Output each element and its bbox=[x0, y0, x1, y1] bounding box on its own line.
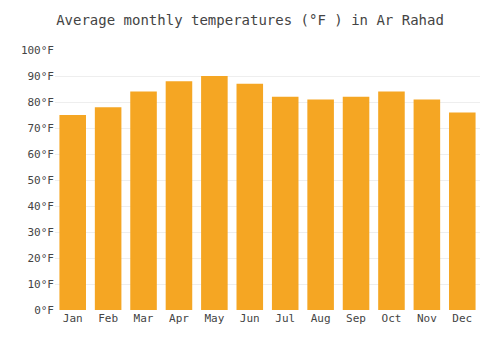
svg-text:60°F: 60°F bbox=[28, 148, 55, 161]
svg-text:10°F: 10°F bbox=[28, 278, 55, 291]
svg-text:30°F: 30°F bbox=[28, 226, 55, 239]
svg-text:Feb: Feb bbox=[98, 312, 118, 325]
svg-text:Aug: Aug bbox=[311, 312, 331, 325]
svg-text:80°F: 80°F bbox=[28, 96, 55, 109]
svg-text:May: May bbox=[204, 312, 224, 325]
svg-text:100°F: 100°F bbox=[21, 44, 54, 57]
svg-text:90°F: 90°F bbox=[28, 70, 55, 83]
svg-text:Nov: Nov bbox=[417, 312, 437, 325]
svg-text:Jan: Jan bbox=[63, 312, 83, 325]
svg-text:Sep: Sep bbox=[346, 312, 366, 325]
svg-text:Jun: Jun bbox=[240, 312, 260, 325]
svg-text:70°F: 70°F bbox=[28, 122, 55, 135]
svg-text:Mar: Mar bbox=[134, 312, 154, 325]
svg-text:Apr: Apr bbox=[169, 312, 189, 325]
svg-text:Dec: Dec bbox=[452, 312, 472, 325]
svg-text:Jul: Jul bbox=[275, 312, 295, 325]
svg-text:50°F: 50°F bbox=[28, 174, 55, 187]
svg-text:0°F: 0°F bbox=[34, 304, 54, 317]
svg-text:Average monthly temperatures (: Average monthly temperatures (°F ) in Ar… bbox=[56, 12, 444, 28]
svg-text:20°F: 20°F bbox=[28, 252, 55, 265]
svg-text:40°F: 40°F bbox=[28, 200, 55, 213]
svg-text:Oct: Oct bbox=[382, 312, 402, 325]
